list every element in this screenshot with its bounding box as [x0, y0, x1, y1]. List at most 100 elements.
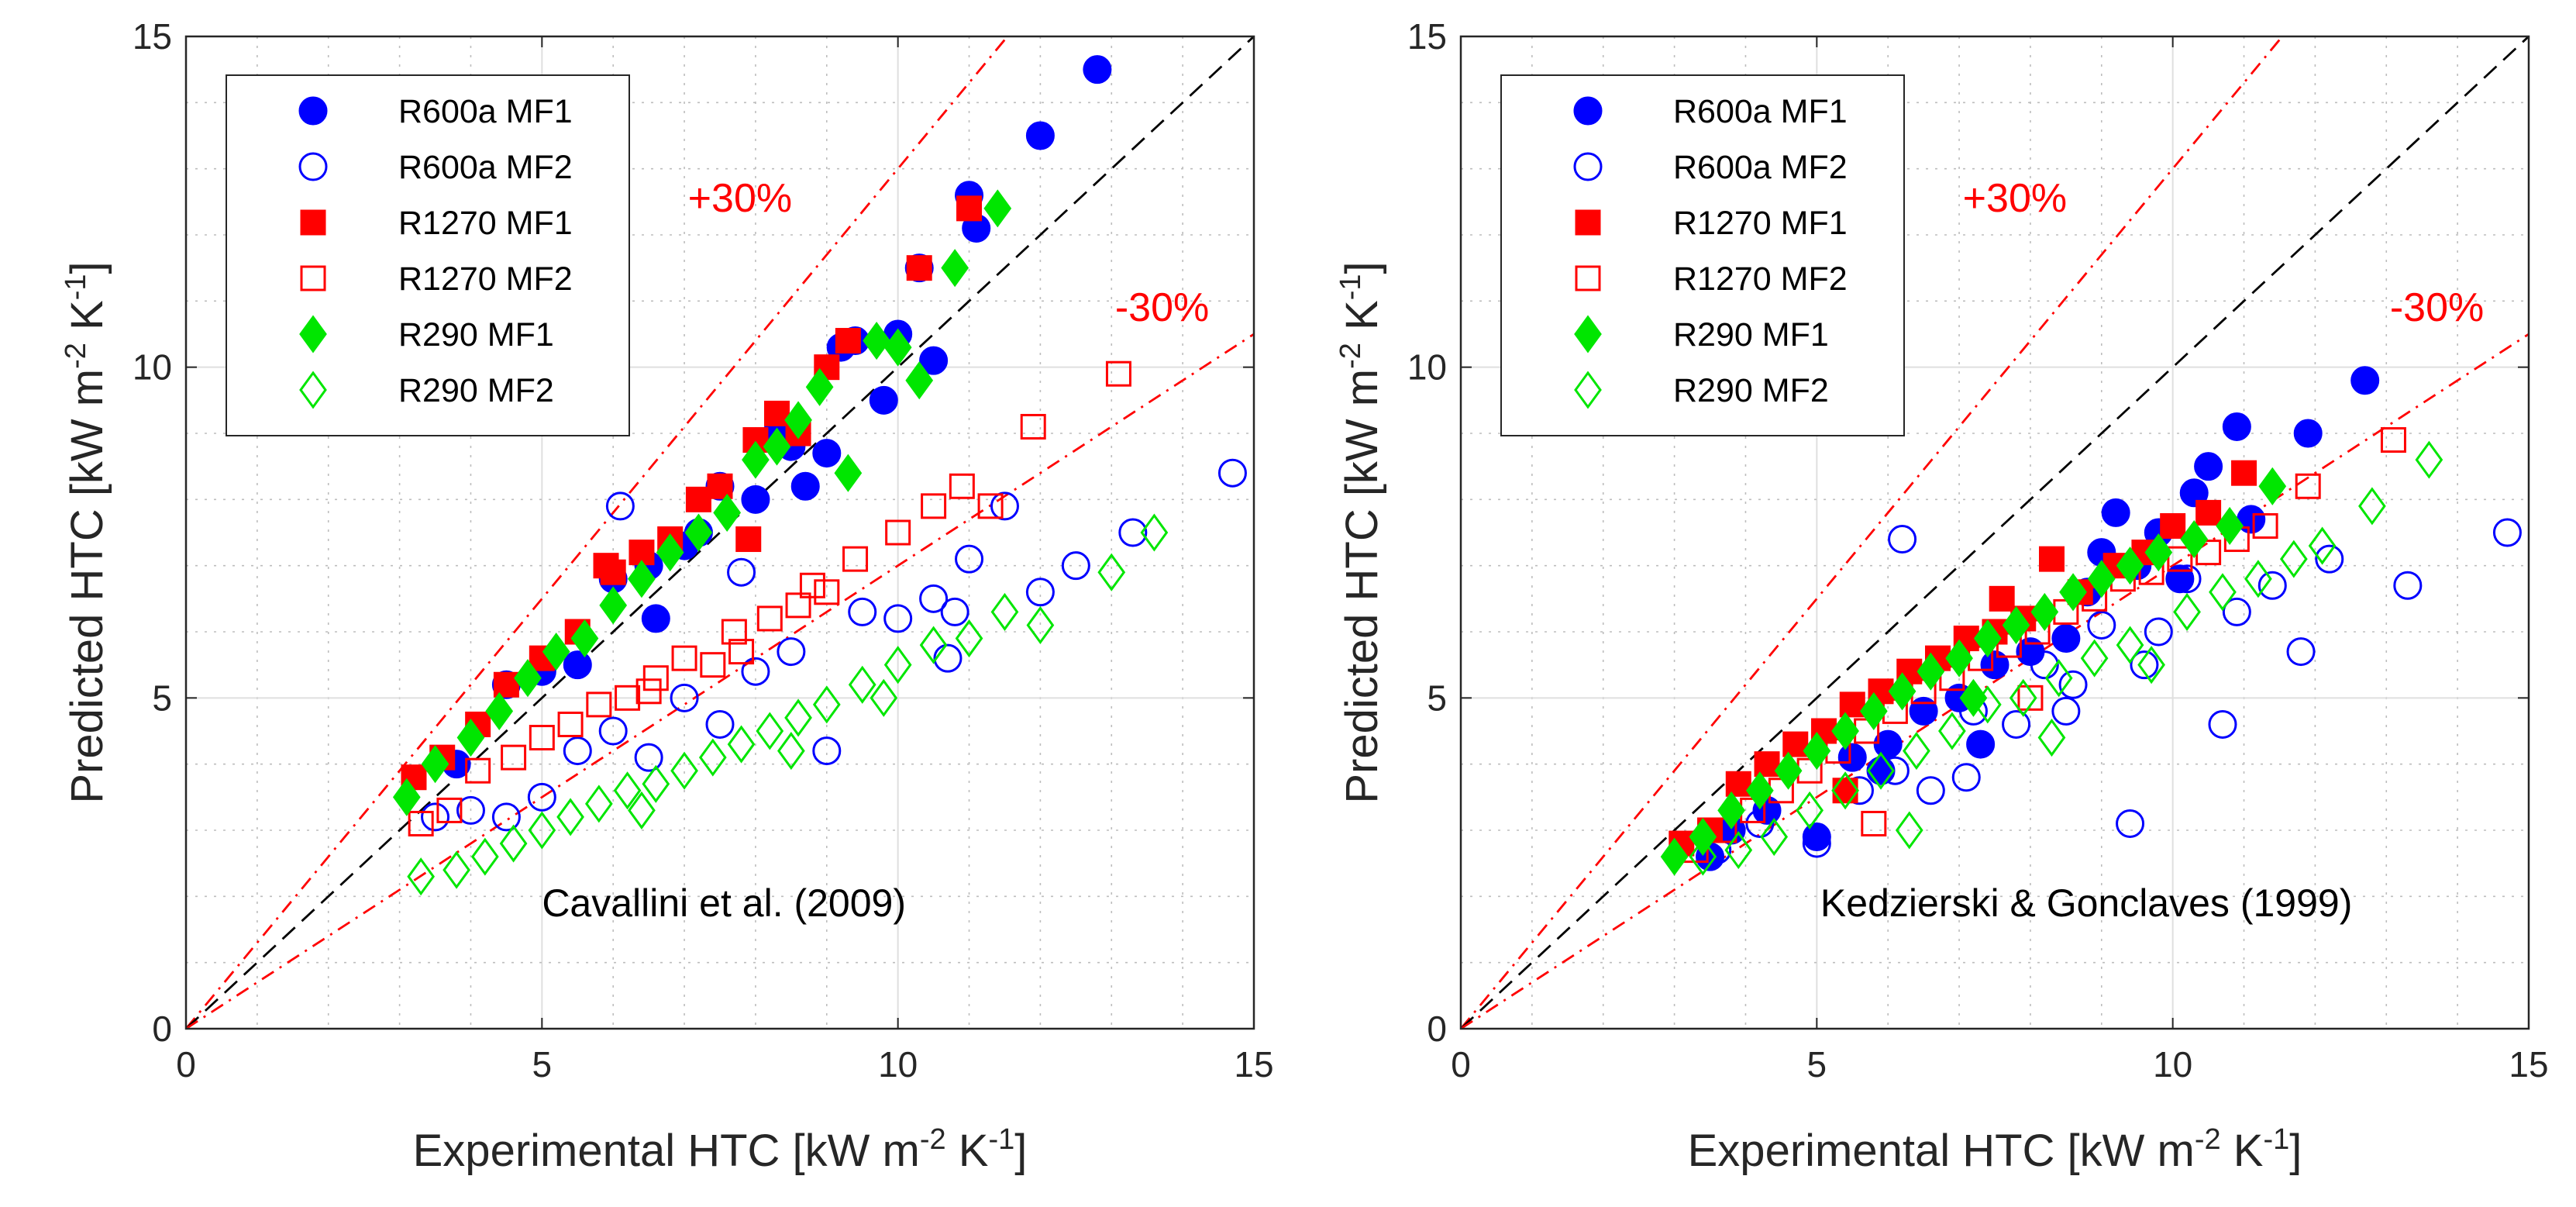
data-point — [1745, 771, 1774, 810]
data-point — [885, 519, 911, 546]
data-point — [919, 626, 948, 664]
data-point — [742, 440, 770, 479]
data-point — [1083, 55, 1112, 84]
data-point — [2030, 592, 2059, 631]
legend-box — [1500, 74, 1905, 436]
data-point — [705, 709, 735, 739]
legend-markers — [1573, 96, 1603, 409]
data-point — [615, 685, 641, 711]
data-point — [977, 493, 1004, 519]
data-point — [2059, 573, 2087, 612]
data-point — [1951, 763, 1981, 792]
legend: R600a MF1 R600a MF2 R1270 MF1 R1270 MF2 … — [1500, 74, 1905, 436]
data-point — [2194, 452, 2223, 481]
data-point — [812, 736, 842, 766]
data-point — [1938, 712, 1966, 750]
data-point — [1660, 837, 1689, 876]
data-point — [2116, 809, 2145, 838]
data-point — [805, 367, 834, 406]
data-point — [2173, 592, 2201, 631]
data-point — [1105, 360, 1131, 387]
data-point — [605, 491, 635, 521]
plus-30-label: +30% — [688, 176, 792, 221]
data-point — [670, 751, 698, 790]
data-point — [392, 778, 421, 816]
minus-30-label: -30% — [1115, 285, 1209, 330]
data-point — [684, 513, 713, 552]
data-point — [848, 665, 876, 704]
data-point — [727, 725, 756, 764]
legend-label: R600a MF1 — [1673, 93, 1848, 130]
y-tick-label: 5 — [1427, 678, 1447, 718]
legend-marker — [299, 371, 327, 409]
data-point — [2165, 564, 2195, 594]
data-point — [1803, 732, 1831, 771]
data-point — [642, 764, 670, 803]
data-point — [763, 400, 790, 426]
data-point — [812, 685, 841, 724]
data-point — [727, 557, 756, 587]
data-point — [728, 639, 755, 665]
data-point — [741, 657, 770, 686]
y-tick-label: 15 — [133, 16, 172, 57]
data-point — [1689, 817, 1717, 857]
data-point — [842, 546, 869, 572]
data-point — [812, 439, 842, 468]
data-point — [2179, 478, 2209, 508]
x-tick-label: 5 — [532, 1044, 553, 1085]
y-tick-label: 15 — [1407, 16, 1447, 57]
data-point — [641, 604, 670, 633]
plus-30-label: +30% — [1963, 176, 2067, 221]
data-point — [2244, 560, 2272, 598]
data-point — [956, 195, 983, 222]
data-point — [493, 671, 519, 698]
legend-markers — [298, 96, 328, 409]
data-point — [456, 795, 485, 825]
data-point — [814, 579, 840, 605]
data-point — [600, 559, 626, 585]
data-point — [1140, 513, 1169, 552]
data-point — [2160, 512, 2186, 539]
data-point — [698, 738, 727, 777]
x-axis-label: Experimental HTC [kW m-2 K-1] — [1688, 1123, 2302, 1176]
data-point — [628, 560, 656, 598]
data-point — [2195, 499, 2222, 526]
data-point — [2492, 518, 2522, 547]
y-tick-label: 10 — [133, 347, 172, 388]
legend-marker — [1574, 315, 1602, 353]
data-point — [485, 691, 514, 730]
data-point — [2393, 571, 2423, 600]
data-point — [870, 678, 898, 717]
data-point — [634, 743, 663, 772]
minus-30-line — [1460, 333, 2530, 1030]
data-point — [2044, 659, 2073, 698]
legend-label: R290 MF2 — [1673, 372, 1829, 409]
data-point — [735, 526, 762, 553]
series-r290-mf1 — [1660, 467, 2287, 876]
panel-kedzierski: 0 5 10 15 0 5 10 15 Experimental HTC [kW… — [1334, 16, 2549, 1176]
data-point — [2257, 571, 2287, 600]
legend-label: R1270 MF2 — [398, 260, 573, 298]
y-tick-label: 10 — [1407, 347, 1447, 388]
data-point — [2415, 440, 2443, 479]
data-point — [671, 645, 697, 671]
data-point — [921, 493, 947, 519]
x-tick-label: 5 — [1807, 1044, 1827, 1085]
data-point — [777, 732, 805, 771]
data-point — [656, 533, 684, 572]
data-point — [955, 619, 983, 658]
data-point — [2208, 709, 2237, 739]
data-point — [790, 471, 820, 501]
data-point — [1980, 650, 2009, 680]
data-point — [407, 857, 436, 896]
data-point — [700, 652, 726, 678]
series-r1270-mf2 — [1682, 427, 2406, 864]
data-point — [869, 385, 898, 415]
data-point — [2009, 678, 2037, 717]
legend-marker — [1573, 96, 1603, 126]
data-point — [2002, 605, 2030, 645]
data-point — [990, 491, 1019, 521]
data-point — [542, 633, 570, 671]
data-point — [528, 811, 556, 850]
data-point — [1097, 553, 1126, 591]
